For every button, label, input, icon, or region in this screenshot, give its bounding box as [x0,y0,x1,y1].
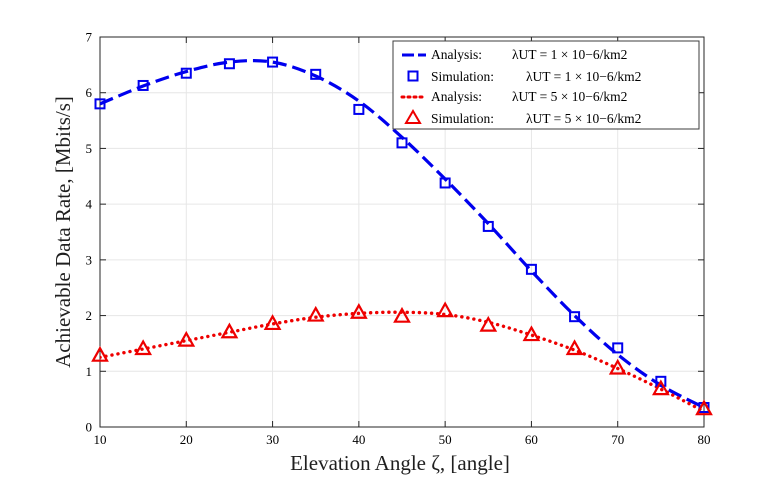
simulation-point-triangle [263,314,282,331]
simulation-point-triangle [436,301,455,318]
y-tick-label: 0 [86,420,93,435]
series-layer [100,59,704,414]
simulation-point-square [180,67,192,79]
tick-labels: 10 20 30 40 50 60 70 80 0 1 2 3 4 5 6 7 [86,30,711,448]
legend-entry-simulation-2: Simulation: λUT = 5 × 10−6/km2 [404,109,641,126]
simulation-point-square [439,177,451,189]
y-tick-label: 4 [86,197,93,212]
x-tick-label: 40 [352,432,365,447]
simulation-point-triangle [306,305,325,322]
y-tick-label: 5 [86,141,93,156]
legend-label-math: λUT = 1 × 10−6/km2 [512,47,627,62]
y-tick-label: 2 [86,308,93,323]
simulation-point-triangle [608,358,627,375]
simulation-point-triangle [565,339,584,356]
simulation-point-square [353,103,365,115]
simulation-point-square [655,375,667,387]
x-axis-label: Elevation Angle ζ, [angle] [290,451,510,475]
x-tick-label: 20 [180,432,193,447]
y-axis-label: Achievable Data Rate, [Mbits/s] [51,96,75,368]
simulation-point-triangle [134,339,153,356]
simulation-point-square [310,68,322,80]
simulation-point-square [396,137,408,149]
marker-layer [91,56,713,416]
legend-label-math: λUT = 1 × 10−6/km2 [526,69,641,84]
simulation-point-triangle [220,322,239,339]
y-tick-label: 1 [86,364,93,379]
simulation-point-square [525,263,537,275]
legend-box [392,40,700,130]
simulation-point-triangle [177,330,196,347]
x-tick-label: 50 [439,432,452,447]
legend: Analysis: λUT = 1 × 10−6/km2 Simulation:… [392,40,700,130]
legend-label-prefix: Analysis: [431,89,482,104]
simulation-point-square [94,98,106,110]
simulation-point-square [612,342,624,354]
legend-label-prefix: Analysis: [431,47,482,62]
simulation-point-triangle [479,315,498,332]
simulation-point-square [137,79,149,91]
legend-label-math: λUT = 5 × 10−6/km2 [512,89,627,104]
legend-swatch-square [407,70,419,82]
simulation-point-square [569,311,581,323]
y-tick-label: 7 [86,30,93,45]
legend-label-math: λUT = 5 × 10−6/km2 [526,111,641,126]
x-tick-label: 30 [266,432,279,447]
series-line-analysis-1 [100,59,704,409]
x-tick-label: 60 [525,432,538,447]
simulation-point-triangle [651,379,670,396]
plot-frame [99,36,705,428]
simulation-point-triangle [393,306,411,323]
x-tick-label: 70 [611,432,624,447]
y-tick-label: 6 [86,85,93,100]
legend-swatch-triangle [404,109,422,124]
y-tick-label: 3 [86,252,93,267]
simulation-point-square [267,56,279,68]
axes [99,36,705,428]
simulation-point-triangle [695,399,713,416]
series-line-analysis-2 [100,310,704,414]
simulation-point-triangle [522,325,541,342]
legend-label-prefix: Simulation: [431,111,494,126]
legend-entry-analysis-1: Analysis: λUT = 1 × 10−6/km2 [402,47,627,62]
legend-label-prefix: Simulation: [431,69,494,84]
x-tick-label: 10 [94,432,107,447]
legend-entry-simulation-1: Simulation: λUT = 1 × 10−6/km2 [407,69,641,84]
simulation-point-triangle [91,345,109,362]
simulation-point-triangle [349,303,368,319]
legend-entry-analysis-2: Analysis: λUT = 5 × 10−6/km2 [400,89,627,104]
simulation-point-square [482,220,494,232]
x-tick-label: 80 [698,432,711,447]
simulation-point-square [223,58,235,70]
